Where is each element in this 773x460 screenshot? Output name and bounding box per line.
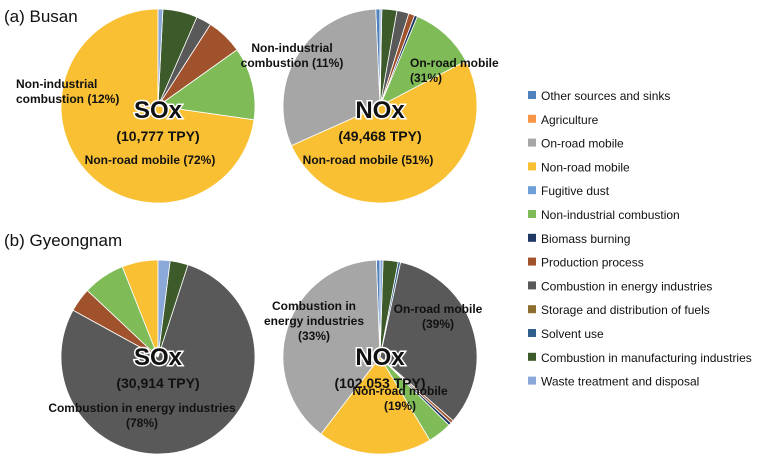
legend-swatch <box>528 210 536 218</box>
legend-item-combustion-in-manufacturing-industries: Combustion in manufacturing industries <box>528 351 752 365</box>
pollutant-label: NOx <box>355 344 405 371</box>
slice-waste-treatment-and-disposal <box>379 259 384 358</box>
total-tpy-label: (102,053 TPY) <box>334 375 425 391</box>
legend-swatch <box>528 233 536 242</box>
pie-sox-gyeongnam: Combustion in energy industries (78%) SOx (… <box>48 259 256 455</box>
legend-item-solvent-use: Solvent use <box>528 327 604 341</box>
legend-label: Other sources and sinks <box>541 89 670 103</box>
legend-item-on-road-mobile: On-road mobile <box>528 137 624 151</box>
slice-on-road-mobile <box>282 8 381 147</box>
legend-swatch <box>528 257 536 266</box>
legend-item-storage-and-distribution-of-fuels: Storage and distribution of fuels <box>528 303 710 317</box>
legend-label: Agriculture <box>541 113 599 127</box>
legend-swatch <box>528 352 536 361</box>
pollutant-label: SOx <box>134 344 183 371</box>
legend-swatch <box>528 376 536 385</box>
pollutant-label: NOx <box>355 97 405 124</box>
total-tpy-label: (49,468 TPY) <box>338 128 421 144</box>
slice-non-road-mobile <box>320 356 431 455</box>
legend-label: Fugitive dust <box>541 184 610 198</box>
legend-item-non-road-mobile: Non-road mobile <box>528 160 630 174</box>
slice-label-combustion-in-energy-industries: Combustion in energy industries (78%) <box>48 401 236 430</box>
slice-label-on-road-mobile: On-road mobile (39%) <box>394 302 483 331</box>
legend-swatch <box>528 162 536 171</box>
pies-layer: Non-road mobile (72%) Non-industrial combu… <box>16 8 499 455</box>
legend-item-other-sources-and-sinks: Other sources and sinks <box>528 89 670 103</box>
panel-title-gyeongnam: (b) Gyeongnam <box>4 231 122 250</box>
legend-swatch <box>528 138 536 147</box>
total-tpy-label: (10,777 TPY) <box>116 128 199 144</box>
legend-label: Biomass burning <box>541 232 630 246</box>
legend-item-biomass-burning: Biomass burning <box>528 232 630 246</box>
legend-swatch <box>528 91 536 99</box>
pie-sox-busan: Non-road mobile (72%) Non-industrial combu… <box>16 8 256 204</box>
legend-label: Combustion in manufacturing industries <box>541 351 752 365</box>
legend-swatch <box>528 114 536 123</box>
legend-item-combustion-in-energy-industries: Combustion in energy industries <box>528 279 712 293</box>
legend-item-agriculture: Agriculture <box>528 113 599 127</box>
legend-item-non-industrial-combustion: Non-industrial combustion <box>528 208 680 222</box>
legend-item-fugitive-dust: Fugitive dust <box>528 184 610 198</box>
pie-nox-gyeongnam: On-road mobile (39%) Non-road mobile (19%) C… <box>264 259 483 455</box>
slice-combustion-in-energy-industries <box>60 264 256 455</box>
slice-on-road-mobile <box>282 259 381 435</box>
slice-label-non-road-mobile: Non-road mobile (19%) <box>352 384 448 413</box>
slice-label-combustion-in-energy-industries: Combustion in energy industries (33%) <box>264 299 364 343</box>
legend-label: Combustion in energy industries <box>541 279 712 293</box>
slice-combustion-in-energy-industries <box>379 261 478 422</box>
legend-label: Production process <box>541 256 644 270</box>
slice-waste-treatment-and-disposal <box>157 259 171 358</box>
slice-label-non-industrial-combustion: Non-industrial combustion (12%) <box>16 77 119 106</box>
slice-label-non-industrial-combustion: Non-industrial combustion (11%) <box>241 41 344 70</box>
pie-nox-busan: On-road mobile (31%) Non-road mobile (51%)… <box>241 8 499 204</box>
legend-swatch <box>528 186 536 195</box>
legend-item-production-process: Production process <box>528 256 644 270</box>
pollutant-label: SOx <box>134 97 183 124</box>
legend: Other sources and sinks Agriculture On-roa… <box>528 89 752 389</box>
slice-label-non-road-mobile: Non-road mobile (72%) <box>85 153 216 167</box>
slice-label-non-road-mobile: Non-road mobile (51%) <box>303 153 434 167</box>
slice-waste-treatment-and-disposal <box>157 8 164 107</box>
slice-non-industrial-combustion <box>379 15 467 107</box>
legend-swatch <box>528 281 536 290</box>
legend-swatch <box>528 329 536 337</box>
slice-waste-treatment-and-disposal <box>379 8 383 107</box>
legend-label: Waste treatment and disposal <box>541 375 699 389</box>
legend-label: Non-road mobile <box>541 160 630 174</box>
legend-swatch <box>528 305 536 314</box>
total-tpy-label: (30,914 TPY) <box>116 375 199 391</box>
legend-label: Solvent use <box>541 327 604 341</box>
legend-label: Storage and distribution of fuels <box>541 303 710 317</box>
slice-non-road-mobile <box>290 60 478 204</box>
panel-title-busan: (a) Busan <box>4 7 78 26</box>
legend-label: Non-industrial combustion <box>541 208 680 222</box>
legend-item-waste-treatment-and-disposal: Waste treatment and disposal <box>528 375 699 389</box>
slice-label-on-road-mobile: On-road mobile (31%) <box>410 56 499 85</box>
slice-non-industrial-combustion <box>156 49 256 121</box>
legend-label: On-road mobile <box>541 137 624 151</box>
